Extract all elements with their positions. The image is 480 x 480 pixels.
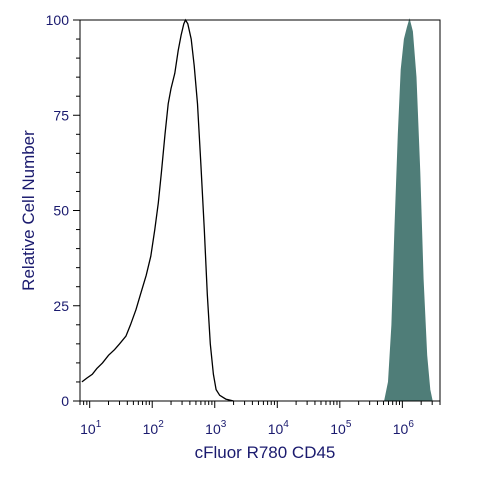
y-tick-label: 25 [53,298,69,314]
plot-frame [79,19,441,402]
y-tick-label: 75 [53,107,69,123]
x-tick-label: 101 [80,419,102,437]
axes-group: 0 25 50 75 100 101 102 103 104 105 106 [46,12,441,437]
y-tick-label: 0 [61,393,69,409]
y-axis-title: Relative Cell Number [19,130,38,291]
y-tick-label: 50 [53,203,69,219]
x-axis-title: cFluor R780 CD45 [195,443,336,462]
data-series-group [81,18,433,402]
x-tick-label: 103 [205,419,227,437]
x-tick-label: 102 [143,419,165,437]
x-tick-label: 105 [330,419,352,437]
x-tick-label: 106 [393,419,415,437]
series-0-outline-histogram [81,18,234,402]
x-tick-label: 104 [268,419,290,437]
y-tick-label: 100 [46,12,70,28]
series-1-filled-histogram [383,18,433,402]
